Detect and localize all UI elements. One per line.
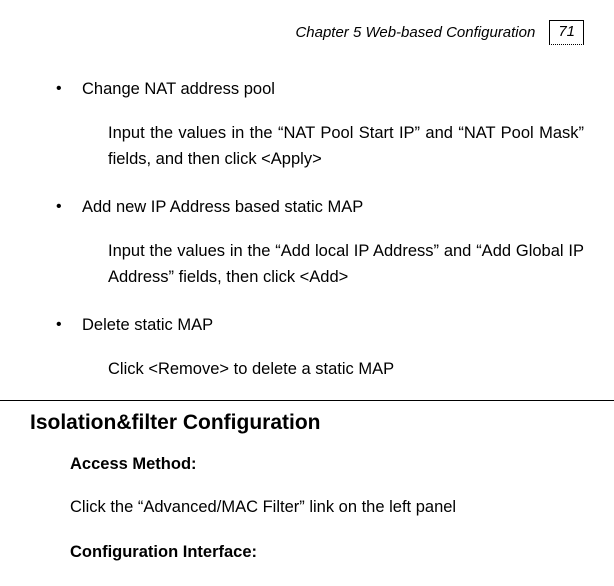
page-container: Chapter 5 Web-based Configuration 71 • C… [0, 0, 614, 584]
section-heading: Isolation&filter Configuration [30, 411, 584, 435]
bullet-marker: • [30, 314, 82, 336]
bullet-marker: • [30, 196, 82, 218]
access-method-label: Access Method: [70, 455, 584, 474]
config-interface-label: Configuration Interface: [70, 543, 584, 562]
page-number: 71 [549, 20, 584, 45]
access-method-text: Click the “Advanced/MAC Filter” link on … [70, 498, 584, 517]
bullet-item: • Change NAT address pool [30, 78, 584, 100]
content-area: • Change NAT address pool Input the valu… [30, 78, 584, 586]
bullet-item: • Delete static MAP [30, 314, 584, 336]
bullet-description: Input the values in the “NAT Pool Start … [108, 120, 584, 172]
bullet-marker: • [30, 78, 82, 100]
bullet-item: • Add new IP Address based static MAP [30, 196, 584, 218]
bullet-label: Add new IP Address based static MAP [82, 196, 363, 218]
section-divider [0, 400, 614, 401]
bullet-description: Input the values in the “Add local IP Ad… [108, 238, 584, 290]
bullet-label: Delete static MAP [82, 314, 213, 336]
chapter-title: Chapter 5 Web-based Configuration [295, 24, 549, 41]
bullet-description: Click <Remove> to delete a static MAP [108, 356, 584, 382]
bullet-label: Change NAT address pool [82, 78, 275, 100]
page-header: Chapter 5 Web-based Configuration 71 [295, 20, 584, 45]
